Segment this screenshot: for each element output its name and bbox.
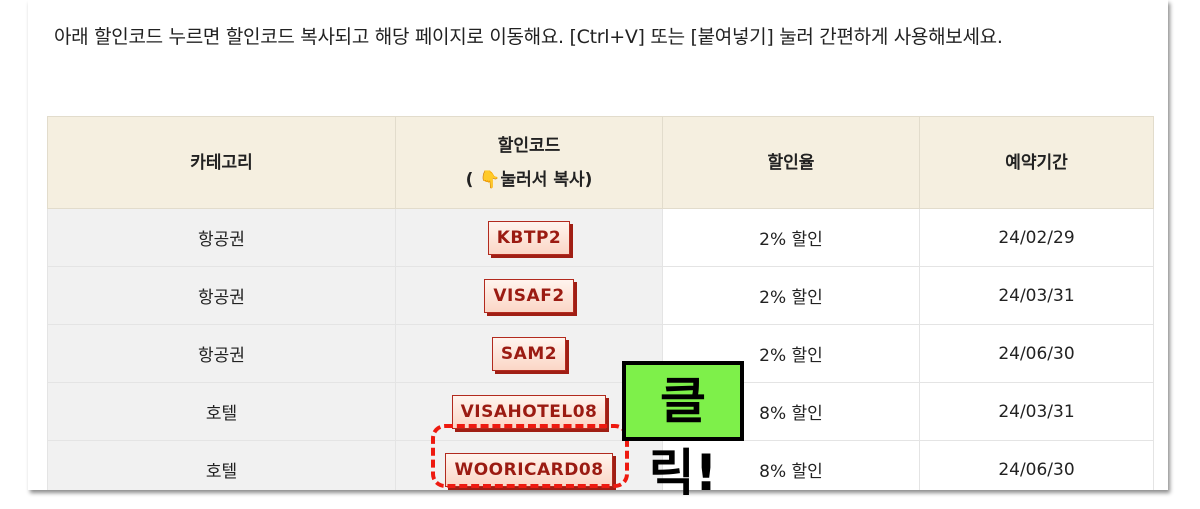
period-cell: 24/02/29: [919, 208, 1154, 267]
header-code-hint: 눌러서 복사): [500, 169, 593, 190]
header-category: 카테고리: [47, 116, 396, 209]
click-callout: 클릭!: [622, 361, 744, 502]
table-row: 항공권 VISAF2 2% 할인 24/03/31: [47, 266, 1154, 325]
intro-text: 아래 할인코드 누르면 할인코드 복사되고 해당 페이지로 이동해요. [Ctr…: [54, 26, 1003, 48]
category-cell: 항공권: [47, 208, 396, 267]
table-header-row: 카테고리 할인코드 ( 👇눌러서 복사) 할인율 예약기간: [47, 116, 1154, 209]
table-row: 항공권 SAM2 2% 할인 24/06/30: [47, 324, 1154, 383]
copy-code-button[interactable]: VISAF2: [484, 278, 574, 313]
copy-code-button[interactable]: KBTP2: [487, 220, 571, 255]
header-code-label: 할인코드: [497, 135, 561, 156]
header-code-hint-paren: (: [465, 169, 474, 190]
highlight-ring: [431, 424, 629, 488]
header-code: 할인코드 ( 👇눌러서 복사): [395, 116, 663, 209]
pointing-down-hand-icon: 👇: [479, 169, 501, 190]
copy-code-button[interactable]: SAM2: [491, 336, 567, 371]
period-cell: 24/03/31: [919, 382, 1154, 441]
content-card: 아래 할인코드 누르면 할인코드 복사되고 해당 페이지로 이동해요. [Ctr…: [28, 0, 1168, 490]
rate-cell: 2% 할인: [662, 266, 920, 325]
copy-code-button[interactable]: WOORICARD08: [445, 452, 613, 487]
category-cell: 호텔: [47, 440, 396, 490]
period-cell: 24/06/30: [919, 324, 1154, 383]
header-period: 예약기간: [919, 116, 1154, 209]
period-cell: 24/03/31: [919, 266, 1154, 325]
header-rate: 할인율: [662, 116, 920, 209]
copy-code-button[interactable]: VISAHOTEL08: [451, 394, 607, 429]
category-cell: 항공권: [47, 324, 396, 383]
category-cell: 호텔: [47, 382, 396, 441]
discount-code-table: 카테고리 할인코드 ( 👇눌러서 복사) 할인율 예약기간 항공권 KBTP2 …: [47, 116, 1154, 490]
category-cell: 항공권: [47, 266, 396, 325]
period-cell: 24/06/30: [919, 440, 1154, 490]
rate-cell: 8% 할인: [662, 440, 920, 490]
rate-cell: 2% 할인: [662, 208, 920, 267]
table-row: 항공권 KBTP2 2% 할인 24/02/29: [47, 208, 1154, 267]
